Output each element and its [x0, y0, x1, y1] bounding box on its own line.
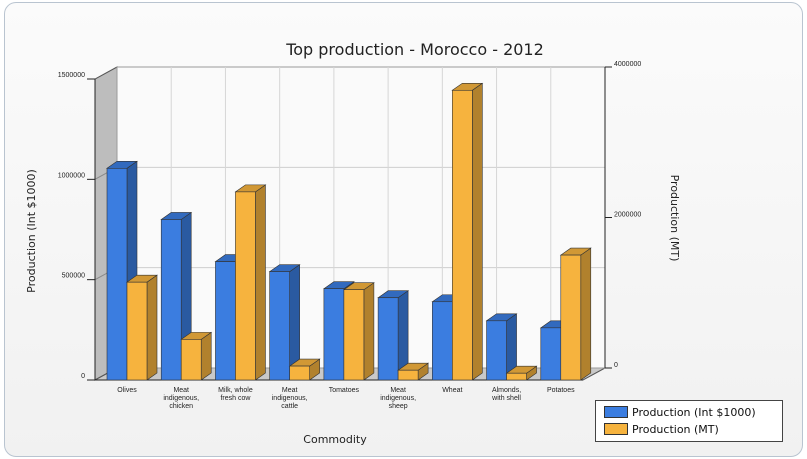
x-tick-label: fresh cow — [220, 395, 251, 402]
x-tick-label: Meat — [173, 387, 189, 394]
bar-series-2 — [560, 254, 582, 381]
x-tick-label: Tomatoes — [329, 387, 360, 394]
bar-series-1 — [323, 288, 345, 381]
bar-series-2 — [397, 369, 419, 381]
bar-side — [200, 331, 212, 381]
chart-legend: Production (Int $1000) Production (MT) — [595, 400, 783, 442]
y-axis-title: Production (Int $1000) — [25, 169, 38, 293]
legend-label-series-2: Production (MT) — [632, 422, 719, 436]
bar-series-1 — [486, 320, 507, 381]
legend-swatch-series-1 — [604, 406, 628, 418]
x-tick-label: Milk, whole — [218, 387, 253, 394]
legend-swatch-series-2 — [604, 423, 628, 435]
y2-tick-label: 2000000 — [614, 212, 641, 219]
bar-side — [580, 247, 592, 381]
plot-area: 0 500000 1000000 1500000 0 2000000 4000000 Oliv… — [58, 61, 642, 410]
bar-side — [255, 184, 266, 381]
x-tick-label: indigenous, — [380, 395, 416, 402]
x-tick-label: cattle — [281, 403, 298, 410]
x-tick-label: Almonds, — [492, 387, 521, 394]
x-tick-label: indigenous, — [272, 395, 308, 402]
y-tick-label: 500000 — [62, 273, 85, 280]
y-tick-label: 0 — [81, 373, 85, 380]
bar-series-1 — [432, 301, 453, 381]
bar-series-1 — [269, 271, 290, 381]
x-tick-label: Potatoes — [547, 387, 575, 394]
y2-tick-label: 4000000 — [614, 61, 641, 68]
legend-item-series-1: Production (Int $1000) — [604, 405, 756, 419]
legend-label-series-1: Production (Int $1000) — [632, 405, 756, 419]
bar-side — [472, 82, 483, 381]
bar-series-2 — [235, 191, 256, 381]
chart-panel: Top production - Morocco - 2012 0 500000 1… — [4, 2, 803, 457]
bar-series-2 — [126, 281, 148, 381]
y-tick-label: 1500000 — [58, 72, 85, 79]
x-tick-label: Meat — [390, 387, 406, 394]
bar-series-1 — [540, 327, 562, 381]
x-tick-label: chicken — [169, 403, 193, 410]
x-tick-label: Olives — [117, 387, 137, 394]
bar-series-1 — [215, 261, 236, 381]
bar-series-2 — [506, 372, 527, 381]
x-tick-label: Wheat — [442, 387, 462, 394]
bar-series-2 — [452, 89, 473, 381]
bar-series-1 — [377, 297, 399, 381]
bar-series-1 — [160, 219, 182, 381]
y2-tick-label: 0 — [614, 362, 618, 369]
chart-canvas: Top production - Morocco - 2012 0 500000 1… — [25, 40, 681, 446]
x-tick-label: Meat — [282, 387, 298, 394]
bar-series-2 — [343, 289, 365, 381]
y-tick-label: 1000000 — [58, 172, 85, 179]
bar-series-2 — [289, 365, 310, 381]
x-tick-label: sheep — [389, 403, 408, 410]
bar-series-2 — [180, 339, 202, 381]
legend-item-series-2: Production (MT) — [604, 422, 719, 436]
x-tick-label: with shell — [491, 395, 521, 402]
x-tick-label: indigenous, — [163, 395, 199, 402]
bar-series-1 — [106, 167, 128, 381]
chart-title: Top production - Morocco - 2012 — [285, 40, 544, 59]
bar-side — [146, 274, 158, 381]
y2-axis-title: Production (MT) — [668, 175, 681, 262]
x-axis-title: Commodity — [303, 433, 367, 446]
bar-side — [363, 282, 375, 381]
